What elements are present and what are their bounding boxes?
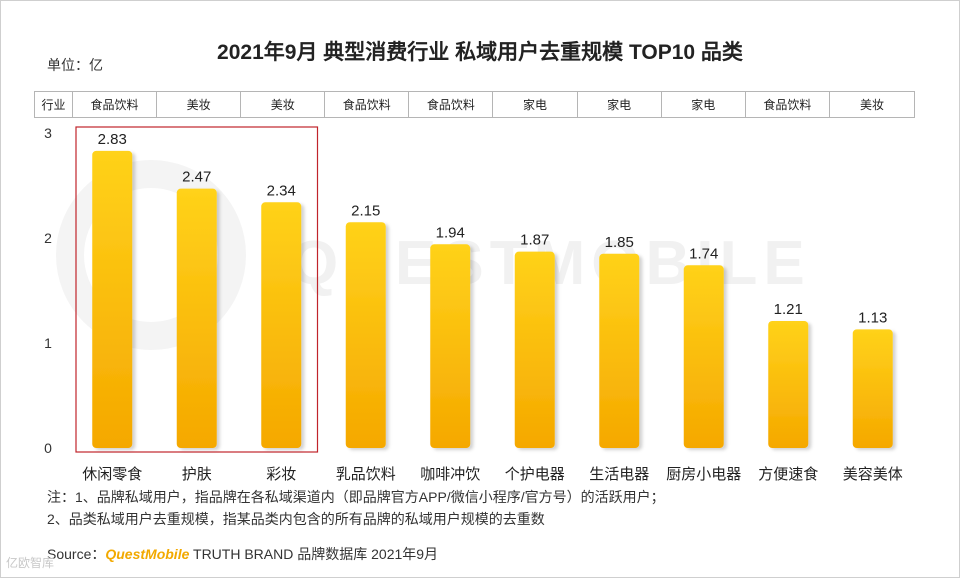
value-label: 2.47 [182, 169, 211, 186]
value-label: 1.94 [436, 224, 465, 241]
industry-cell: 美妆 [859, 98, 884, 112]
value-label: 1.21 [774, 301, 803, 318]
value-label: 1.87 [520, 232, 549, 249]
bar [683, 265, 724, 448]
y-tick-label: 0 [44, 440, 52, 456]
bar [514, 251, 555, 448]
footnote-1: 注：1、品牌私域用户，指品牌在各私域渠道内（即品牌官方APP/微信小程序/官方号… [47, 489, 665, 505]
source-line: Source：QuestMobile TRUTH BRAND 品牌数据库 202… [47, 544, 438, 564]
x-category-label: 休闲零食 [82, 466, 142, 483]
industry-header-cell: 行业 [35, 92, 73, 117]
value-label: 2.34 [267, 182, 296, 199]
value-label: 1.13 [858, 309, 887, 326]
footnote-2: 2、品类私域用户去重规模，指某品类内包含的所有品牌的私域用户规模的去重数 [47, 511, 545, 527]
value-label: 1.74 [689, 245, 718, 262]
industry-row: 行业 食品饮料 美妆 美妆 食品饮料 食品饮料 家电 家电 家电 食品饮料 美妆 [34, 91, 915, 118]
industry-cell: 家电 [493, 92, 578, 117]
highlight-box [75, 126, 319, 453]
unit-label: 单位：亿 [47, 57, 103, 73]
source-suffix: TRUTH BRAND 品牌数据库 2021年9月 [189, 546, 439, 562]
industry-cell: 家电 [578, 92, 662, 117]
bar [430, 244, 471, 448]
y-tick-label: 1 [44, 335, 52, 351]
bar [768, 320, 809, 448]
x-category-label: 厨房小电器 [666, 466, 741, 483]
bar [261, 202, 302, 448]
x-category-label: 生活电器 [589, 466, 649, 483]
bar [345, 222, 386, 448]
x-category-label: 美容美体 [843, 466, 903, 483]
chart-title: 2021年9月 典型消费行业 私域用户去重规模 TOP10 品类 [217, 41, 743, 64]
y-tick-label: 3 [44, 125, 52, 141]
source-brand: QuestMobile [105, 546, 190, 562]
value-label: 1.85 [605, 234, 634, 251]
corner-watermark: 亿欧智库 [6, 556, 55, 570]
industry-cell: 食品饮料 [746, 92, 830, 117]
bar [92, 150, 133, 448]
industry-cell: 美妆 [241, 92, 326, 117]
x-category-label: 个护电器 [505, 466, 565, 483]
x-category-label: 彩妆 [266, 466, 296, 483]
value-label: 2.83 [98, 131, 127, 148]
value-label: 2.15 [351, 202, 380, 219]
x-category-label: 方便速食 [758, 466, 818, 483]
source-prefix: Source： [47, 546, 106, 562]
x-category-label: 护肤 [182, 466, 212, 483]
industry-cell: 食品饮料 [325, 92, 410, 117]
y-tick-label: 2 [44, 230, 52, 246]
industry-cell: 食品饮料 [73, 92, 158, 117]
industry-cell: 食品饮料 [409, 92, 494, 117]
x-category-label: 乳品饮料 [336, 466, 396, 483]
industry-cell: 美妆 [157, 92, 242, 117]
bar [176, 188, 217, 448]
bar [852, 329, 893, 448]
x-category-label: 咖啡冲饮 [420, 466, 480, 483]
bar [599, 253, 640, 448]
industry-cell: 家电 [662, 92, 746, 117]
